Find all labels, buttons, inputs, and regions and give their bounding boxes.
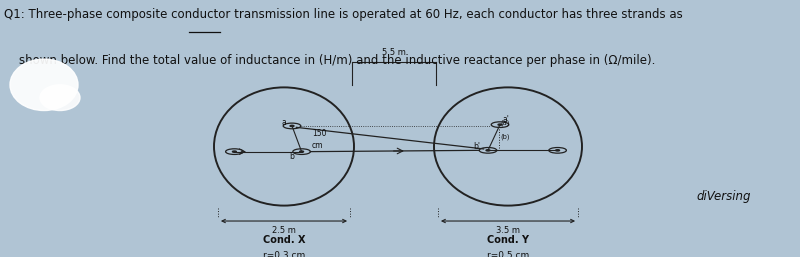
Text: 3.5 m: 3.5 m	[496, 226, 520, 235]
Text: r=0.5 cm: r=0.5 cm	[487, 251, 529, 257]
Circle shape	[300, 151, 303, 152]
Text: shown below. Find the total value of inductance in (H/m) and the inductive react: shown below. Find the total value of ind…	[4, 54, 655, 67]
Text: a': a'	[502, 115, 510, 124]
Text: 5.5 m: 5.5 m	[382, 48, 406, 57]
Text: Q1: Three-phase composite conductor transmission line is operated at 60 Hz, each: Q1: Three-phase composite conductor tran…	[4, 8, 682, 21]
Text: a: a	[282, 118, 286, 127]
Text: Cond. X: Cond. X	[262, 235, 306, 245]
Text: (b): (b)	[501, 134, 510, 140]
Text: b': b'	[474, 142, 481, 151]
Text: diVersing: diVersing	[697, 190, 751, 204]
Ellipse shape	[40, 85, 80, 111]
Text: (a): (a)	[501, 120, 510, 126]
Circle shape	[498, 124, 502, 125]
Text: 150: 150	[312, 129, 326, 138]
Ellipse shape	[10, 59, 78, 111]
Text: 2.5 m: 2.5 m	[272, 226, 296, 235]
Circle shape	[486, 150, 490, 151]
Text: r=0.3 cm: r=0.3 cm	[263, 251, 305, 257]
Circle shape	[290, 125, 294, 126]
Circle shape	[556, 150, 559, 151]
Text: Cond. Y: Cond. Y	[487, 235, 529, 245]
Circle shape	[233, 151, 236, 152]
Text: cm: cm	[312, 141, 323, 150]
Text: b: b	[290, 152, 294, 161]
